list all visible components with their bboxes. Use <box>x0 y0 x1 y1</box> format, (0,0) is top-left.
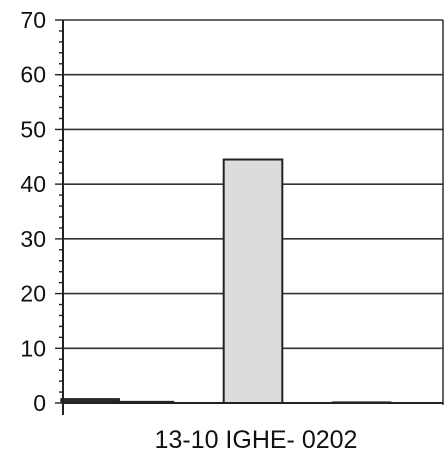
y-tick-label-30: 30 <box>20 226 46 252</box>
y-tick-label-70: 70 <box>20 7 46 33</box>
x-axis-label: 13-10 IGHE- 0202 <box>155 426 358 454</box>
y-tick-label-10: 10 <box>20 335 46 361</box>
y-tick-label-20: 20 <box>20 281 46 307</box>
y-tick-label-60: 60 <box>20 62 46 88</box>
y-tick-label-0: 0 <box>33 390 46 416</box>
y-tick-label-50: 50 <box>20 116 46 142</box>
y-axis-tick-labels: 0 10 20 30 40 50 60 70 <box>20 7 46 416</box>
y-tick-label-40: 40 <box>20 171 46 197</box>
y-axis-ticks <box>55 19 63 404</box>
bar-3 <box>222 158 284 404</box>
bars <box>60 158 392 404</box>
